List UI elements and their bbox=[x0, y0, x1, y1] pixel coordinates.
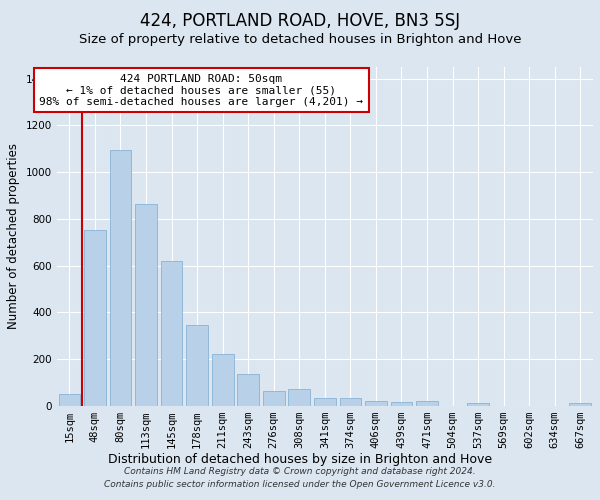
Bar bbox=[314, 398, 335, 406]
Bar bbox=[365, 400, 387, 406]
Bar bbox=[416, 402, 438, 406]
Bar bbox=[110, 150, 131, 406]
Y-axis label: Number of detached properties: Number of detached properties bbox=[7, 144, 20, 330]
Text: 424, PORTLAND ROAD, HOVE, BN3 5SJ: 424, PORTLAND ROAD, HOVE, BN3 5SJ bbox=[140, 12, 460, 30]
Bar bbox=[59, 394, 80, 406]
Bar bbox=[238, 374, 259, 406]
Bar bbox=[135, 204, 157, 406]
Bar bbox=[161, 261, 182, 406]
Bar bbox=[467, 403, 489, 406]
Bar bbox=[263, 390, 284, 406]
Bar bbox=[289, 390, 310, 406]
Bar bbox=[569, 403, 591, 406]
Bar bbox=[340, 398, 361, 406]
Bar bbox=[84, 230, 106, 406]
Text: Size of property relative to detached houses in Brighton and Hove: Size of property relative to detached ho… bbox=[79, 32, 521, 46]
Text: Contains public sector information licensed under the Open Government Licence v3: Contains public sector information licen… bbox=[104, 480, 496, 489]
Text: Distribution of detached houses by size in Brighton and Hove: Distribution of detached houses by size … bbox=[108, 452, 492, 466]
Text: 424 PORTLAND ROAD: 50sqm
← 1% of detached houses are smaller (55)
98% of semi-de: 424 PORTLAND ROAD: 50sqm ← 1% of detache… bbox=[40, 74, 364, 107]
Bar bbox=[391, 402, 412, 406]
Text: Contains HM Land Registry data © Crown copyright and database right 2024.: Contains HM Land Registry data © Crown c… bbox=[124, 467, 476, 476]
Bar bbox=[212, 354, 233, 406]
Bar bbox=[186, 325, 208, 406]
